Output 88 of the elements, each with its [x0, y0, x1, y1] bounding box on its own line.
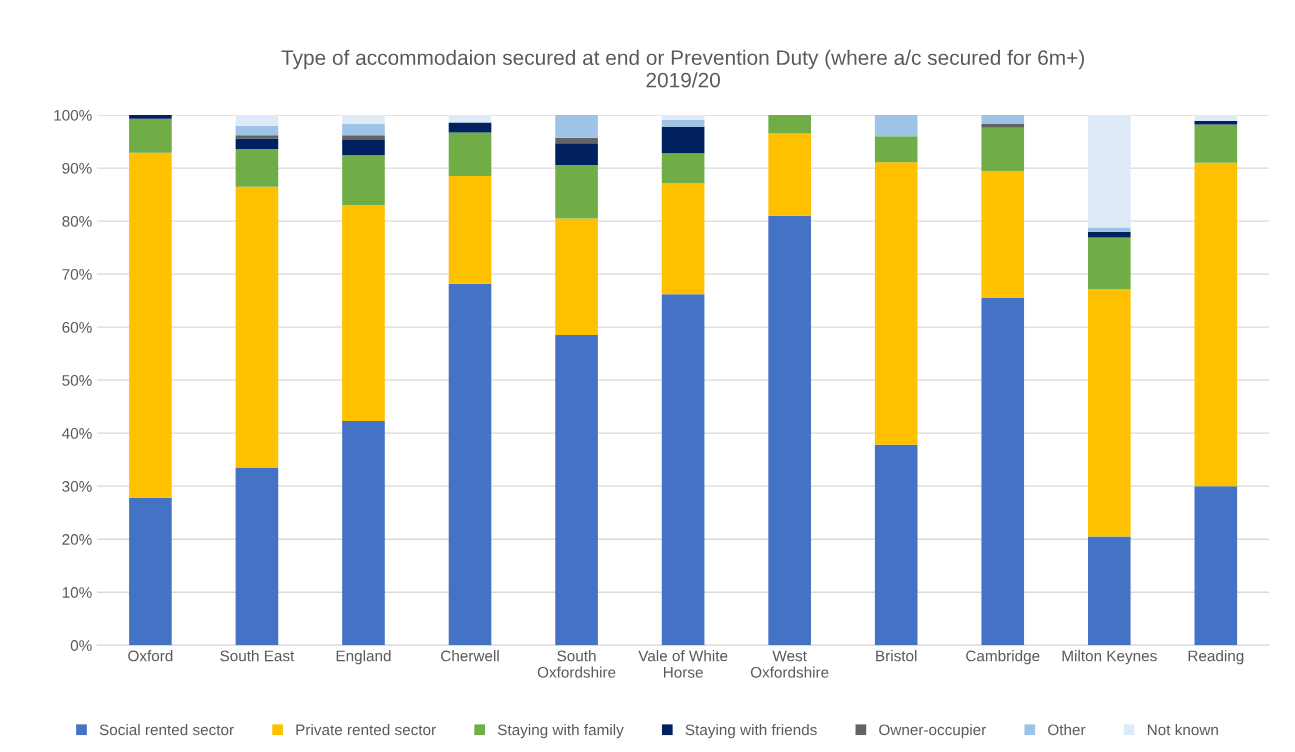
bar	[235, 138, 279, 149]
x-tick-label: Vale of White Horse	[638, 650, 728, 678]
bar	[342, 124, 385, 136]
bar	[555, 335, 598, 646]
bar	[129, 118, 172, 153]
bar	[448, 122, 492, 133]
bar	[1194, 486, 1238, 646]
x-tick-label: Cambridge	[966, 650, 1040, 665]
bar	[768, 133, 811, 216]
bar	[661, 294, 705, 646]
y-tick-label: 50%	[62, 375, 92, 386]
bar	[661, 115, 705, 120]
bar	[555, 143, 598, 165]
bar	[235, 467, 279, 646]
y-tick-label: 60%	[62, 321, 92, 333]
legend-label: Private rented sector	[296, 724, 436, 736]
bar	[235, 148, 279, 187]
bar	[342, 420, 385, 646]
bar	[1194, 115, 1238, 121]
bar	[1194, 120, 1238, 125]
x-tick-label: South Oxfordshire	[537, 650, 616, 678]
y-tick-label: 100%	[54, 109, 92, 121]
y-tick-label: 40%	[62, 428, 92, 439]
y-tick-label: 70%	[62, 268, 92, 280]
bar	[235, 125, 279, 136]
bar	[1087, 227, 1131, 232]
legend-label: Staying with family	[497, 724, 624, 739]
bar	[981, 297, 1025, 646]
y-tick-label: 20%	[62, 534, 92, 545]
x-tick-label: Reading	[1188, 650, 1244, 665]
bar	[448, 132, 492, 177]
bar	[235, 135, 279, 139]
bar	[768, 115, 811, 134]
bar	[235, 115, 279, 126]
bar	[981, 115, 1025, 125]
bar	[981, 124, 1025, 128]
bar	[342, 115, 385, 125]
bar	[129, 497, 172, 646]
chart-title: Type of accommodaion secured at end or Prevention Duty (where a/c secured for 6m+) 2019/20	[281, 49, 1084, 88]
bar	[555, 164, 598, 219]
bar	[448, 115, 492, 123]
bar	[874, 136, 918, 163]
bar	[661, 126, 705, 154]
bar	[235, 186, 279, 468]
x-tick-label: England	[336, 650, 391, 665]
y-tick-label: 90%	[62, 162, 92, 174]
legend-label: Owner-occupier	[879, 724, 987, 739]
bar	[1087, 231, 1131, 238]
bar	[555, 137, 598, 144]
y-tick-label: 0%	[70, 640, 92, 651]
bar	[1194, 124, 1238, 163]
bar	[981, 127, 1025, 172]
bar	[1087, 288, 1131, 537]
bar	[129, 152, 172, 498]
bar	[661, 153, 705, 183]
bar	[1087, 237, 1131, 289]
legend-label: Not known	[1147, 724, 1218, 736]
x-tick-label: Oxford	[128, 650, 173, 662]
x-tick-label: Cherwell	[441, 650, 499, 662]
bar	[661, 119, 705, 127]
bar	[981, 171, 1025, 298]
bar	[448, 283, 492, 646]
bar	[1087, 536, 1131, 646]
bar	[874, 444, 918, 646]
x-tick-label: West Oxfordshire	[750, 650, 829, 678]
y-tick-label: 10%	[62, 587, 92, 598]
bar	[448, 176, 492, 284]
bar	[768, 215, 811, 646]
x-tick-label: Milton Keynes	[1062, 650, 1157, 665]
bar	[555, 218, 598, 336]
bar	[661, 182, 705, 295]
bar	[342, 155, 385, 206]
bar	[129, 115, 172, 119]
bar	[342, 139, 385, 156]
legend-label: Other	[1048, 724, 1086, 736]
y-tick-label: 30%	[62, 481, 92, 492]
y-tick-label: 80%	[62, 215, 92, 227]
legend-label: Social rented sector	[99, 724, 234, 736]
x-tick-label: Bristol	[876, 650, 917, 662]
bar	[342, 205, 385, 421]
bar	[1087, 115, 1131, 228]
bar	[874, 162, 918, 445]
bar	[342, 135, 385, 140]
bar	[1194, 162, 1238, 487]
bar	[555, 115, 598, 138]
x-tick-label: South East	[220, 650, 295, 662]
legend-label: Staying with friends	[685, 724, 817, 739]
bar	[874, 115, 918, 137]
